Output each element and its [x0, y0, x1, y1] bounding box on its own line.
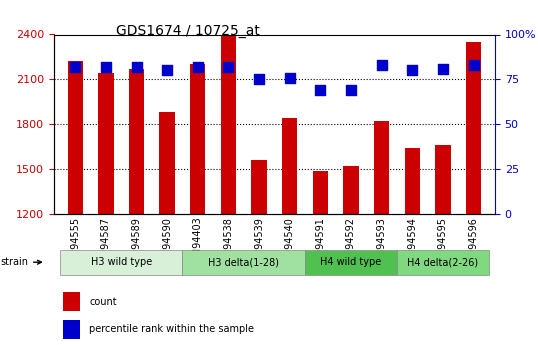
Bar	[98, 73, 114, 214]
Bar	[62, 292, 80, 311]
Point	[163, 68, 172, 73]
Text: H4 wild type: H4 wild type	[320, 257, 381, 267]
Text: percentile rank within the sample: percentile rank within the sample	[89, 325, 254, 334]
FancyBboxPatch shape	[305, 250, 397, 275]
Bar	[343, 166, 359, 214]
Point	[132, 64, 141, 70]
Point	[71, 64, 80, 70]
Text: strain: strain	[0, 257, 41, 267]
Bar	[190, 65, 206, 214]
Bar	[129, 69, 144, 214]
Text: count: count	[89, 297, 117, 306]
Bar	[68, 61, 83, 214]
Point	[408, 68, 416, 73]
Text: H3 delta(1-28): H3 delta(1-28)	[208, 257, 279, 267]
FancyBboxPatch shape	[60, 250, 182, 275]
Bar	[159, 112, 175, 214]
Bar	[221, 36, 236, 214]
Point	[285, 75, 294, 80]
FancyBboxPatch shape	[182, 250, 305, 275]
Bar	[405, 148, 420, 214]
Bar	[435, 145, 450, 214]
Bar	[251, 160, 267, 214]
Point	[224, 64, 233, 70]
Bar	[466, 42, 481, 214]
Point	[102, 64, 110, 70]
Bar	[313, 170, 328, 214]
Text: GDS1674 / 10725_at: GDS1674 / 10725_at	[116, 24, 260, 38]
Point	[438, 66, 447, 71]
Point	[316, 87, 324, 93]
Point	[346, 87, 355, 93]
Point	[469, 62, 478, 68]
Point	[255, 77, 264, 82]
Text: H3 wild type: H3 wild type	[90, 257, 152, 267]
Text: H4 delta(2-26): H4 delta(2-26)	[407, 257, 478, 267]
Point	[377, 62, 386, 68]
Bar	[374, 121, 390, 214]
FancyBboxPatch shape	[397, 250, 489, 275]
Point	[194, 64, 202, 70]
Bar	[62, 320, 80, 339]
Bar	[282, 118, 298, 214]
